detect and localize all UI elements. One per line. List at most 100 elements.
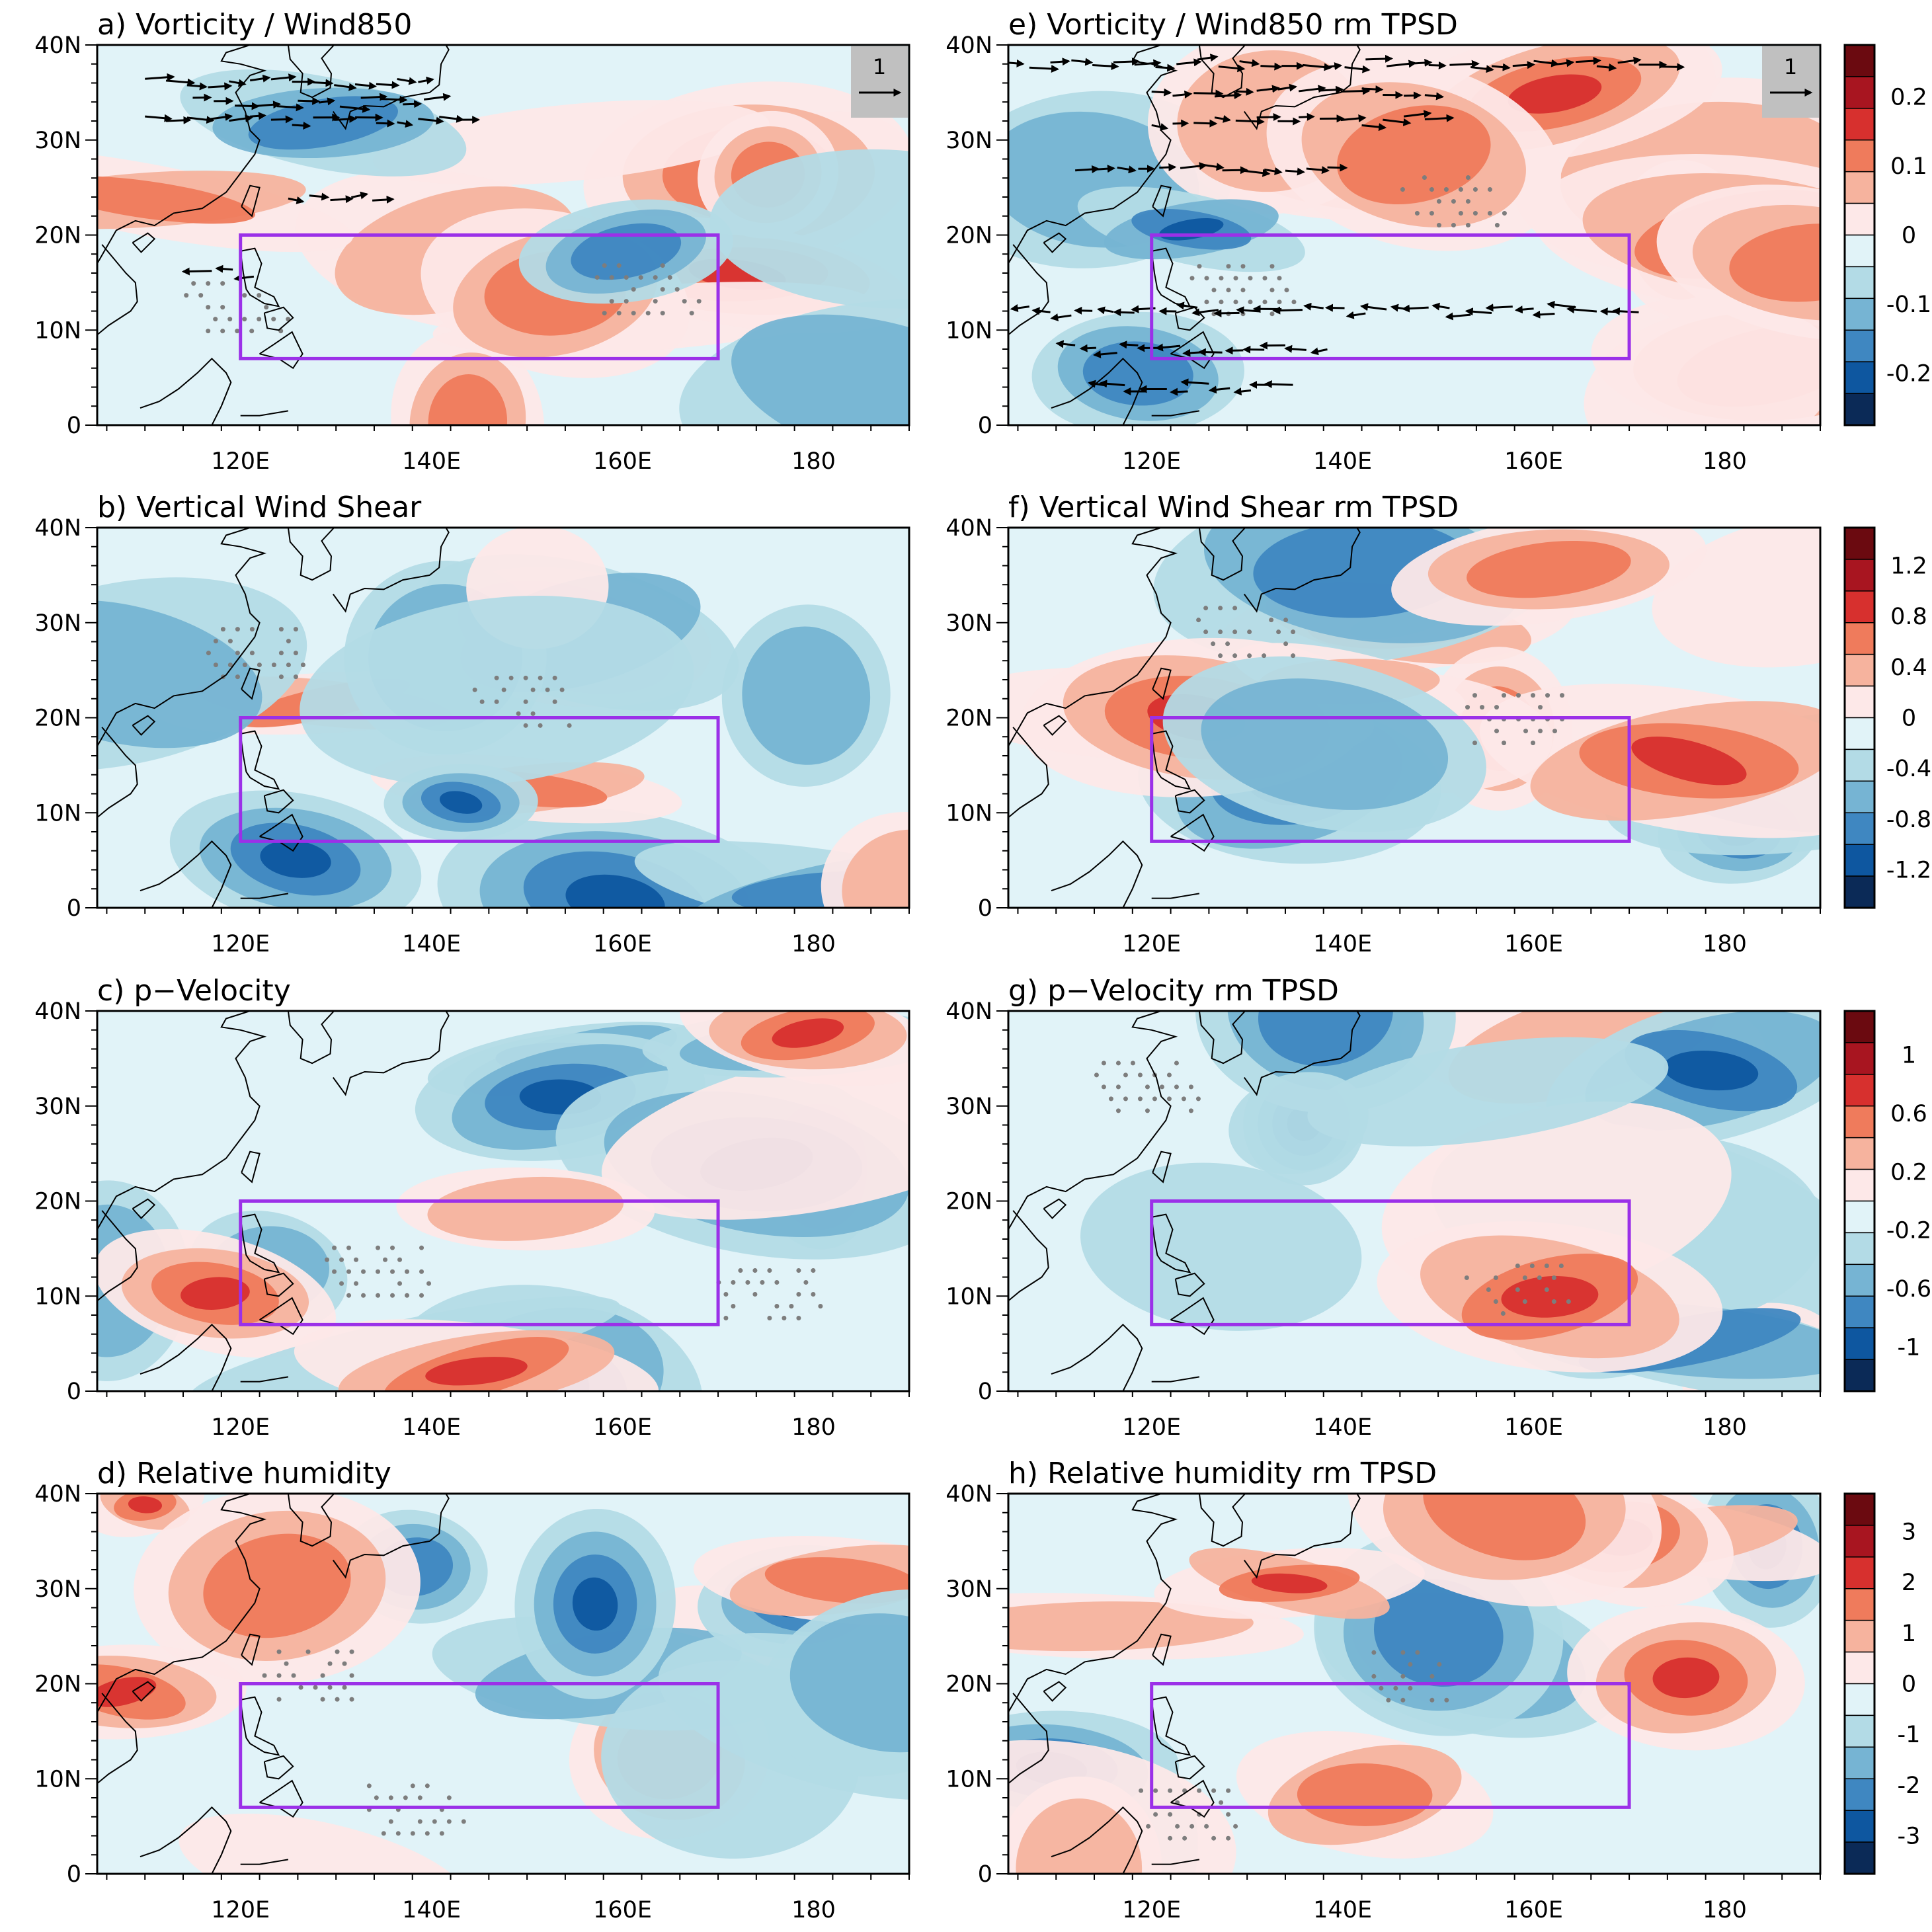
colorbar-row-4: 3 2 1 0 -1 -2 -3: [1843, 1492, 1921, 1875]
colorbar-swatch: [1844, 1168, 1875, 1202]
panel-c-lat-label: 0: [67, 1379, 81, 1405]
panel-f-lon-label: 120E: [1122, 931, 1181, 957]
colorbar-swatch: [1844, 1746, 1875, 1779]
colorbar-swatch: [1844, 1493, 1875, 1526]
colorbar-swatch: [1844, 1200, 1875, 1234]
panel-e-reference-vector-label: 1: [1784, 54, 1797, 79]
panel-a-lat-label: 20N: [34, 223, 81, 249]
panel-b-lon-label: 120E: [211, 931, 270, 957]
colorbar-label: -3: [1898, 1824, 1921, 1850]
colorbar-swatch: [1844, 393, 1875, 426]
colorbar-swatch: [1844, 1327, 1875, 1360]
colorbar-swatch: [1844, 1042, 1875, 1075]
panel-f-title: f) Vertical Wind Shear rm TPSD: [1008, 491, 1459, 524]
panel-g-lat-label: 30N: [946, 1094, 992, 1120]
panel-d-lat-label: 40N: [34, 1481, 81, 1508]
colorbar-swatch: [1844, 590, 1875, 624]
colorbar-swatch: [1844, 44, 1875, 77]
panel-a-coastlines: [97, 45, 450, 425]
panel-h-title: h) Relative humidity rm TPSD: [1008, 1457, 1437, 1490]
panel-h-lon-label: 180: [1703, 1897, 1747, 1923]
colorbar-swatch: [1844, 171, 1875, 204]
colorbar-label: -0.4: [1886, 756, 1931, 782]
colorbar-swatch: [1844, 1683, 1875, 1716]
colorbar-label: -1: [1898, 1335, 1921, 1361]
colorbar-swatch: [1844, 234, 1875, 268]
panel-e-field: [1008, 45, 1820, 425]
panel-b-field: [97, 528, 909, 908]
colorbar-swatch: [1844, 361, 1875, 394]
panel-a-lon-label: 120E: [211, 448, 270, 475]
panel-c-lat-label: 20N: [34, 1189, 81, 1215]
colorbar-swatch: [1844, 1264, 1875, 1297]
colorbar-swatch: [1844, 76, 1875, 109]
panel-g: 0 10N 20N 30N 40N 120E 140E 160E 180 g) p−Velocit…: [946, 974, 1822, 1441]
panel-c-lon-label: 180: [791, 1414, 836, 1441]
colorbar-swatch: [1844, 1010, 1875, 1043]
panel-a-reference-vector-label: 1: [873, 54, 886, 79]
colorbar-swatch: [1844, 1651, 1875, 1685]
colorbar-label: 0: [1902, 223, 1916, 249]
colorbar-row-1: 0.2 0.1 0 -0.1 -0.2: [1843, 44, 1931, 426]
panel-a-lon-label: 180: [791, 448, 836, 475]
colorbar-swatch: [1844, 108, 1875, 141]
panel-b-significance-dots: [206, 627, 572, 728]
panel-f-target-region-box: [1150, 716, 1631, 843]
panel-e-lon-label: 180: [1703, 448, 1747, 475]
panel-b-lon-label: 160E: [593, 931, 652, 957]
colorbar-label: 0.1: [1890, 153, 1927, 180]
panel-h-ticks: [996, 1493, 1821, 1880]
panel-f-lon-label: 140E: [1313, 931, 1372, 957]
panel-e-ticks: [996, 44, 1821, 431]
panel-f-coastlines: [1008, 528, 1361, 908]
colorbar-label: -1: [1898, 1722, 1921, 1748]
colorbar-label: 0: [1902, 1671, 1916, 1698]
colorbar-swatch: [1844, 685, 1875, 719]
panel-b-title: b) Vertical Wind Shear: [97, 491, 422, 524]
colorbar-label: -2: [1898, 1773, 1921, 1799]
panel-a-lat-label: 0: [67, 413, 81, 439]
colorbar-swatch: [1844, 527, 1875, 560]
panel-c-coastlines: [97, 1011, 450, 1391]
panel-h-lat-label: 20N: [946, 1671, 992, 1698]
panel-e-wind-vectors: [1008, 54, 1685, 396]
panel-g-lon-label: 160E: [1504, 1414, 1563, 1441]
colorbar-swatch: [1844, 780, 1875, 814]
panel-b-ticks: [85, 527, 910, 914]
panel-d-lat-label: 0: [67, 1861, 81, 1888]
panel-h-significance-dots: [1139, 1650, 1449, 1841]
colorbar-swatch: [1844, 140, 1875, 173]
panel-f-lat-label: 40N: [946, 515, 992, 542]
panel-g-lat-label: 0: [978, 1379, 992, 1405]
panel-b-lon-label: 180: [791, 931, 836, 957]
panel-c-lon-label: 140E: [402, 1414, 461, 1441]
panel-h-lon-label: 140E: [1313, 1897, 1372, 1923]
panel-c-title: c) p−Velocity: [97, 974, 291, 1008]
panel-e-lon-label: 160E: [1504, 448, 1563, 475]
panel-h-lon-label: 120E: [1122, 1897, 1181, 1923]
colorbar-swatch: [1844, 1359, 1875, 1392]
colorbar-swatch: [1844, 202, 1875, 236]
panel-e-lon-label: 140E: [1313, 448, 1372, 475]
colorbar-label: 0.8: [1890, 604, 1927, 630]
colorbar-label: 0.4: [1890, 655, 1927, 681]
panel-e-lon-label: 120E: [1122, 448, 1181, 475]
panel-h: 0 10N 20N 30N 40N 120E 140E 160E 180 h) Relative …: [946, 1457, 1822, 1923]
panel-h-lat-label: 30N: [946, 1576, 992, 1603]
panel-g-title: g) p−Velocity rm TPSD: [1008, 974, 1339, 1008]
colorbar-row-2: 1.2 0.8 0.4 0 -0.4 -0.8 -1.2: [1843, 526, 1931, 909]
panel-d-ticks: [85, 1493, 910, 1880]
panel-c-significance-dots: [325, 1245, 823, 1320]
colorbar-swatch: [1844, 1841, 1875, 1874]
colorbar-label: -0.2: [1886, 1218, 1931, 1244]
panel-d-title: d) Relative humidity: [97, 1457, 391, 1490]
colorbar-label: 2: [1902, 1570, 1916, 1596]
panel-b-lon-label: 140E: [402, 931, 461, 957]
colorbar-row-3: 1 0.6 0.2 -0.2 -0.6 -1: [1843, 1010, 1931, 1392]
panel-f: 0 10N 20N 30N 40N 120E 140E 160E 180 f) Vertical …: [946, 491, 1822, 957]
panel-c-target-region-box: [239, 1199, 720, 1326]
panel-g-ticks: [996, 1010, 1821, 1397]
panel-a-lon-label: 160E: [593, 448, 652, 475]
panel-c-lat-label: 30N: [34, 1094, 81, 1120]
